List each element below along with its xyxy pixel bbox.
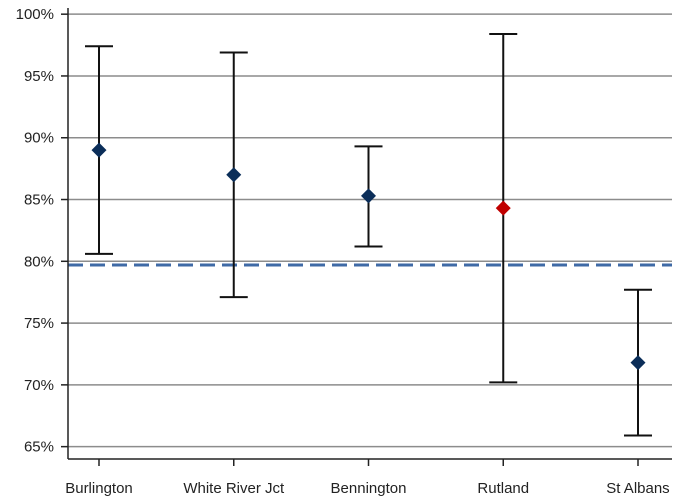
data-point [630, 355, 646, 371]
y-tick-label: 75% [24, 315, 54, 332]
y-tick-label: 70% [24, 377, 54, 394]
y-tick-label: 80% [24, 253, 54, 270]
x-tick-label: Bennington [331, 480, 407, 497]
x-tick-label: St Albans [606, 480, 669, 497]
y-tick-label: 90% [24, 130, 54, 147]
x-tick-label: Rutland [477, 480, 529, 497]
x-tick-labels: Burlington White River Jct Bennington Rutla… [65, 480, 669, 497]
x-tick-label: Burlington [65, 480, 133, 497]
y-tick-label: 95% [24, 68, 54, 85]
y-tick-label: 100% [16, 6, 54, 23]
y-tick-label: 85% [24, 192, 54, 209]
axes [61, 8, 672, 466]
x-tick-label: White River Jct [183, 480, 285, 497]
data-point [226, 167, 242, 183]
data-points [91, 142, 646, 371]
data-point [91, 142, 107, 158]
data-point [361, 188, 376, 204]
y-tick-labels: 65% 70% 75% 80% 85% 90% 95% 100% [16, 6, 54, 455]
error-bars [85, 32, 652, 437]
y-tick-label: 65% [24, 439, 54, 456]
gridlines [68, 13, 672, 448]
data-point [495, 200, 511, 216]
